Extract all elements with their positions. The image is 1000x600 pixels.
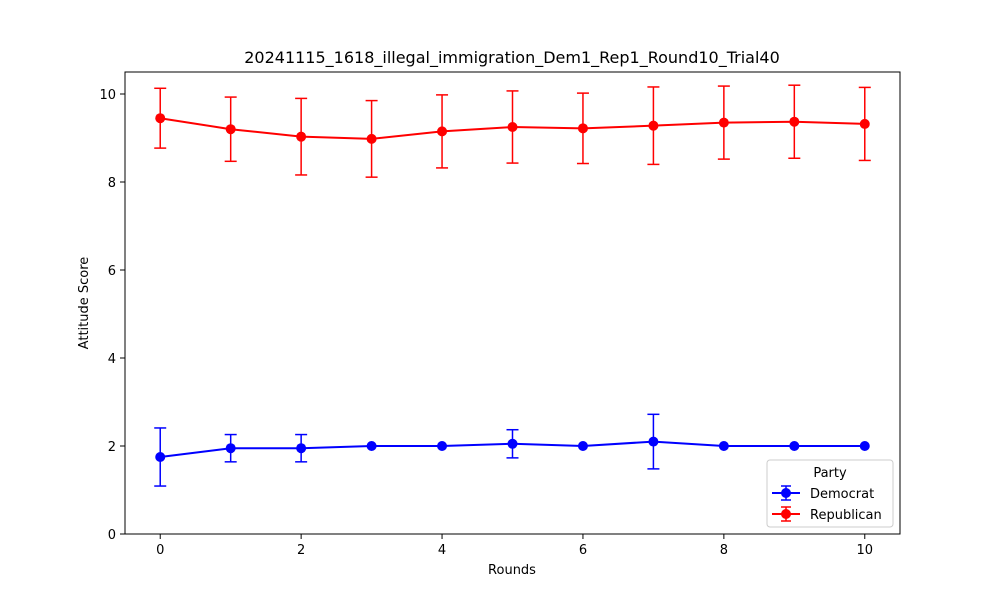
data-point-democrat — [437, 441, 448, 451]
series-democrat — [154, 413, 870, 487]
data-point-democrat — [789, 441, 800, 451]
legend-swatch-marker — [781, 488, 791, 498]
x-tick-label: 2 — [297, 543, 305, 558]
legend-title: Party — [813, 466, 847, 481]
legend-box — [766, 459, 894, 528]
data-point-republican — [296, 131, 307, 142]
legend-swatch-marker — [781, 509, 791, 519]
y-tick-label: 10 — [99, 88, 116, 103]
y-tick-label: 8 — [108, 176, 116, 191]
legend: Party Democrat Republican — [766, 459, 894, 528]
data-point-republican — [577, 123, 588, 134]
y-tick-label: 2 — [108, 440, 116, 455]
data-point-republican — [155, 113, 166, 124]
plot-frame — [124, 71, 901, 535]
y-tick-label: 6 — [108, 264, 116, 279]
x-tick-label: 8 — [720, 543, 728, 558]
chart-title: 20241115_1618_illegal_immigration_Dem1_R… — [244, 48, 780, 68]
x-axis-label: Rounds — [488, 563, 536, 578]
plot-area — [154, 84, 871, 487]
data-point-democrat — [718, 441, 729, 451]
x-tick-label: 4 — [438, 543, 446, 558]
legend-label-republican: Republican — [810, 508, 882, 523]
data-point-democrat — [648, 436, 659, 447]
data-point-republican — [225, 124, 236, 135]
legend-label-democrat: Democrat — [810, 487, 874, 502]
data-point-republican — [507, 122, 518, 132]
data-point-republican — [437, 126, 448, 137]
data-point-republican — [366, 133, 377, 144]
data-point-democrat — [296, 443, 307, 454]
data-point-democrat — [507, 438, 518, 449]
x-tick-label: 0 — [156, 543, 164, 558]
x-tick-label: 10 — [856, 543, 873, 558]
data-point-democrat — [859, 441, 870, 451]
y-axis-label: Attitude Score — [77, 257, 92, 350]
data-point-republican — [718, 117, 729, 128]
legend-entry-republican: Republican — [772, 506, 882, 523]
data-point-republican — [648, 120, 659, 131]
data-point-democrat — [225, 443, 236, 454]
data-point-democrat — [155, 452, 166, 462]
series-republican — [154, 84, 871, 178]
data-point-democrat — [366, 441, 377, 451]
y-tick-label: 0 — [108, 528, 116, 543]
data-point-republican — [859, 118, 870, 129]
axes: 0 2 4 6 8 10 0 2 4 6 8 10 — [99, 71, 901, 558]
data-point-republican — [789, 116, 800, 127]
y-tick-label: 4 — [108, 352, 116, 367]
legend-entry-democrat: Democrat — [772, 485, 874, 502]
data-point-democrat — [577, 441, 588, 451]
x-tick-label: 6 — [579, 543, 587, 558]
